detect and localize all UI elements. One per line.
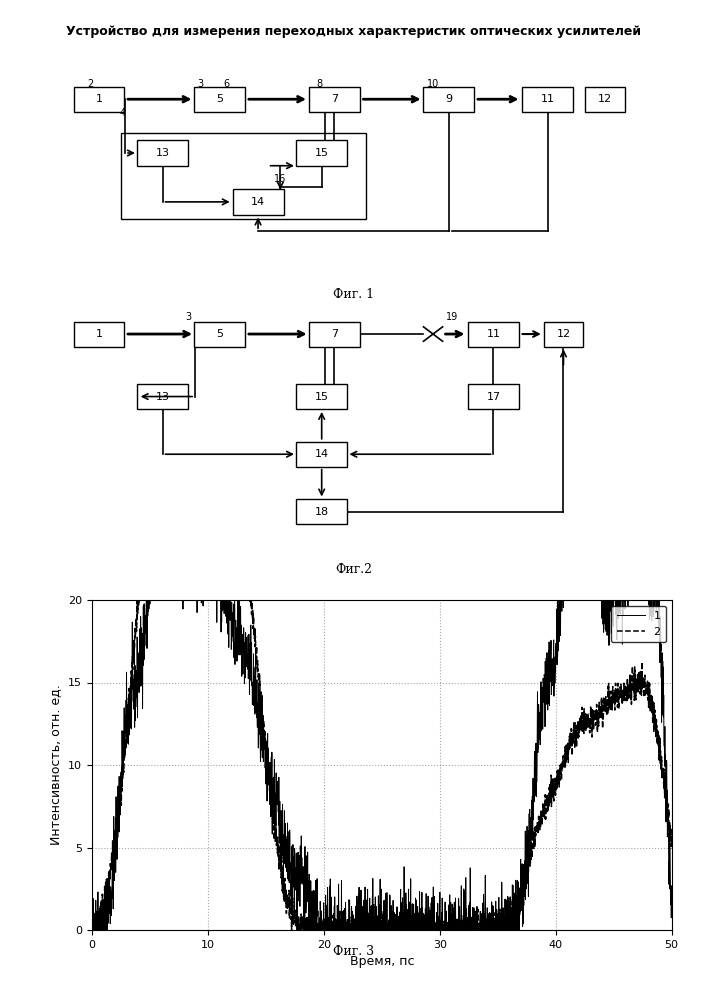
Text: Фиг. 3: Фиг. 3 [333,945,374,958]
Bar [544,322,583,347]
Text: 5: 5 [216,329,223,339]
Text: 12: 12 [598,94,612,104]
Bar [468,384,519,409]
Bar [194,87,245,112]
Text: 17: 17 [486,392,501,402]
Bar [296,442,347,467]
2 [594,706,602,718]
Bar [74,322,124,347]
Text: 15: 15 [315,392,329,402]
Text: 10: 10 [427,79,439,89]
Text: 1: 1 [95,94,103,104]
Text: 7: 7 [331,94,338,104]
1 [142,594,151,606]
1 [310,924,319,936]
Bar [137,140,188,166]
Bar [137,384,188,409]
1 [336,910,344,922]
Legend: 1, 2: 1, 2 [611,606,666,642]
Text: 3: 3 [198,79,204,89]
Text: 5: 5 [216,94,223,104]
Bar [296,499,347,524]
Text: 18: 18 [315,507,329,517]
Text: 19: 19 [446,312,458,322]
Text: 14: 14 [315,449,329,459]
2 [310,916,319,928]
Line: 2: 2 [92,600,672,930]
1 [667,895,676,907]
Bar [309,322,360,347]
Bar [468,322,519,347]
2 [656,745,665,757]
Text: 11: 11 [541,94,554,104]
Text: 1: 1 [95,329,103,339]
1 [656,625,665,637]
2 [134,594,142,606]
Text: 11: 11 [486,329,501,339]
Bar [233,189,284,215]
Text: 9: 9 [445,94,452,104]
Bar [522,87,573,112]
1 [594,594,602,606]
1 [189,594,197,606]
2 [188,594,197,606]
Text: 3: 3 [185,312,191,322]
2 [88,924,96,936]
Bar [194,322,245,347]
Bar [74,87,124,112]
Line: 1: 1 [92,600,672,930]
Text: 7: 7 [331,329,338,339]
2 [667,843,676,855]
Bar [122,133,366,219]
1 [88,914,96,926]
2 [335,924,344,936]
Text: 13: 13 [156,148,170,158]
1 [88,924,96,936]
Text: Фиг. 1: Фиг. 1 [333,288,374,301]
Text: 8: 8 [317,79,322,89]
Bar [423,87,474,112]
Text: 4: 4 [119,108,125,118]
Text: 14: 14 [251,197,265,207]
1 [154,594,163,606]
Text: Фиг.2: Фиг.2 [335,563,372,576]
Bar [296,384,347,409]
Text: 13: 13 [156,392,170,402]
X-axis label: Время, пс: Время, пс [349,955,414,968]
Text: 15: 15 [315,148,329,158]
Text: 16: 16 [274,174,286,184]
Text: 6: 6 [223,79,229,89]
Text: 12: 12 [556,329,571,339]
2 [154,594,163,606]
Text: 2: 2 [88,79,94,89]
Bar [309,87,360,112]
Y-axis label: Интенсивность, отн. ед.: Интенсивность, отн. ед. [49,685,62,845]
Text: Устройство для измерения переходных характеристик оптических усилителей: Устройство для измерения переходных хара… [66,25,641,38]
Bar [585,87,624,112]
Bar [296,140,347,166]
